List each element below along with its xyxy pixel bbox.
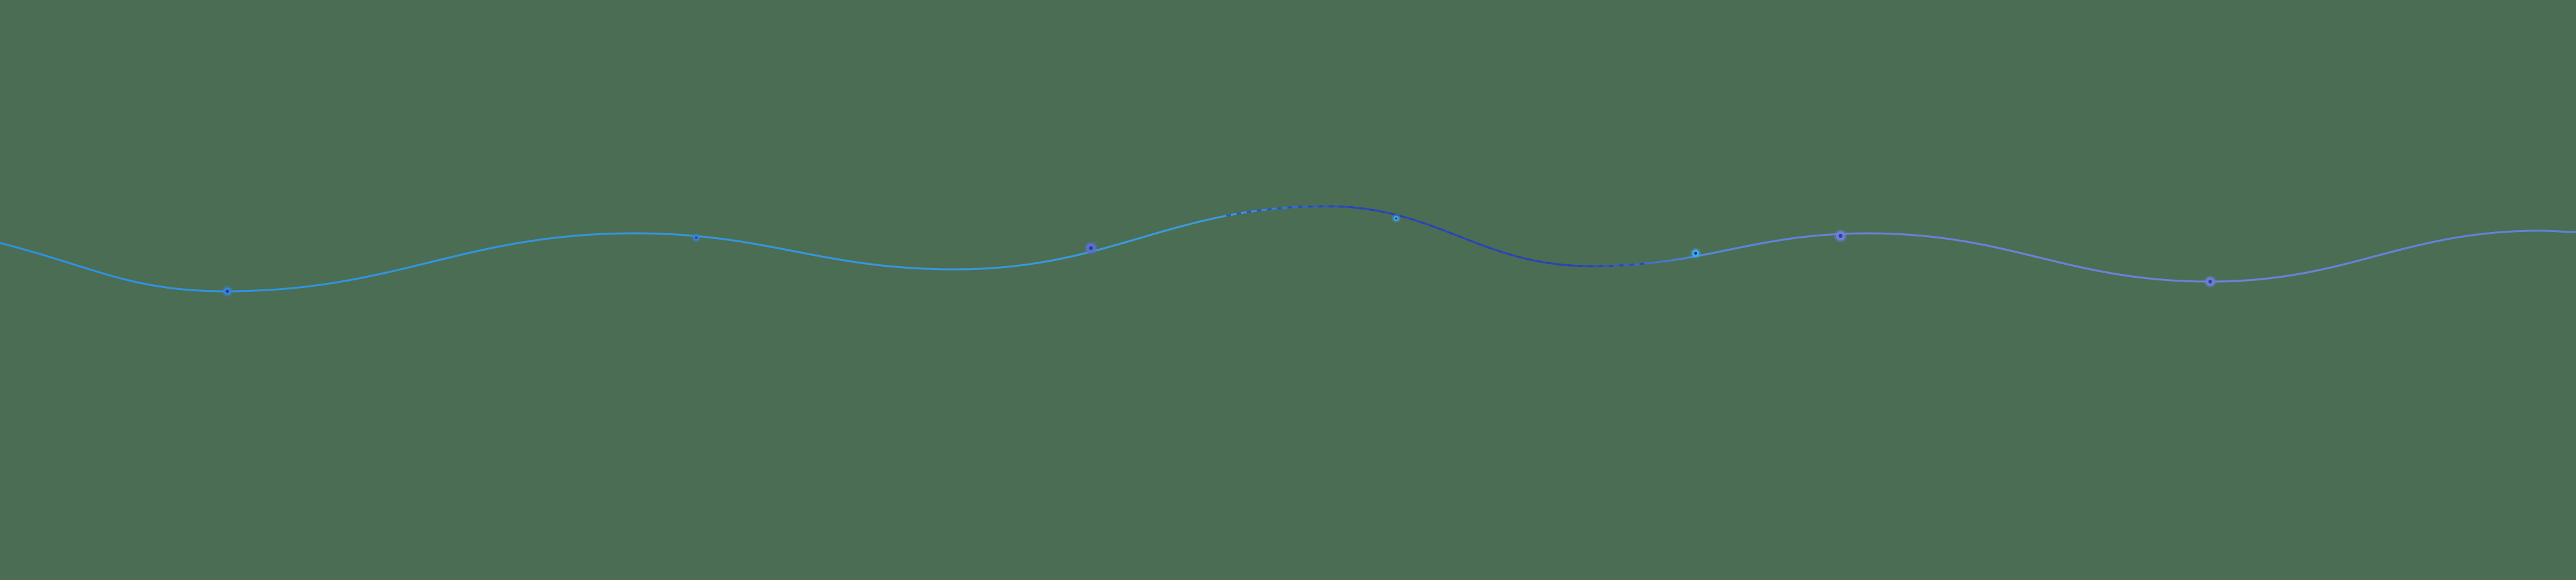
data-point-marker-center xyxy=(225,289,229,293)
data-point-marker-center xyxy=(1089,246,1093,250)
data-point-marker-center xyxy=(1839,234,1842,238)
data-point-marker-center xyxy=(695,237,697,239)
data-point-marker-center xyxy=(1694,251,1698,255)
data-point-marker-center xyxy=(1395,217,1397,220)
data-point-marker-center xyxy=(2208,280,2212,284)
data-point-markers xyxy=(222,214,2217,297)
